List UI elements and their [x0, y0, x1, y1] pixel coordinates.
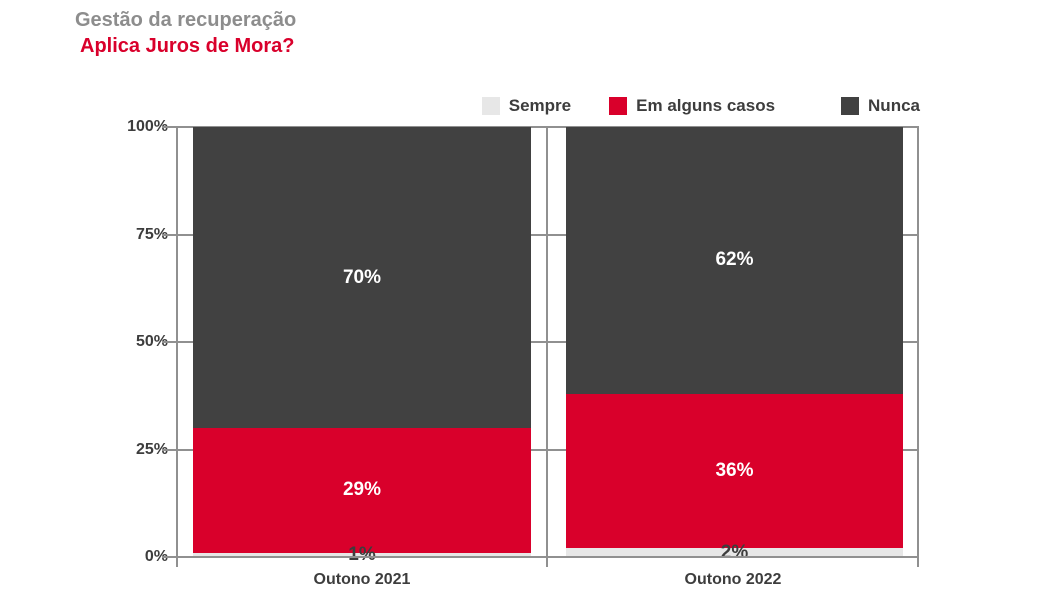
y-tick-label-50: 50%	[135, 333, 168, 350]
segment-label: 70%	[342, 266, 382, 288]
plot-area: 1% 29% 70% 2% 36% 62%	[162, 126, 919, 567]
y-tickmark-100	[162, 126, 177, 128]
legend-swatch-nunca-icon	[841, 97, 860, 115]
gridline-100	[177, 126, 919, 128]
axis-line-left	[176, 127, 178, 567]
bar-segment-em-alguns-casos-2022: 36%	[566, 393, 903, 549]
segment-label: 36%	[715, 460, 754, 481]
legend: Sempre Em alguns casos Nunca	[481, 94, 920, 118]
gridline-25	[177, 448, 919, 451]
chart-subtitle: Aplica Juros de Mora?	[80, 35, 295, 57]
gridline-0-axis	[177, 556, 919, 558]
y-tickmark-25	[162, 448, 177, 451]
y-tick-label-25: 25%	[135, 440, 168, 458]
y-tick-label-0: 0%	[144, 548, 168, 565]
x-axis: Outono 2021 Outono 2022	[177, 570, 919, 594]
legend-swatch-sempre-icon	[481, 97, 500, 115]
legend-swatch-em-alguns-casos-icon	[609, 97, 628, 115]
axis-line-right	[917, 127, 919, 567]
y-tickmark-0	[162, 556, 177, 558]
gridline-50	[177, 341, 919, 343]
legend-label-em-alguns-casos: Em alguns casos	[636, 96, 776, 115]
bar-segment-sempre-2021: 1%	[193, 544, 531, 564]
segment-label: 29%	[342, 479, 382, 501]
legend-label-sempre: Sempre	[508, 96, 572, 115]
chart-title: Gestão da recuperação	[75, 9, 297, 31]
x-category-label-2022: Outono 2022	[684, 571, 782, 588]
segment-label: 62%	[715, 249, 754, 271]
stacked-bar-outono-2021: 1% 29% 70%	[193, 127, 531, 564]
legend-label-nunca: Nunca	[868, 96, 920, 115]
panel-divider-line	[546, 127, 548, 567]
bar-segment-em-alguns-casos-2021: 29%	[193, 428, 531, 553]
legend-item-em-alguns-casos: Em alguns casos	[609, 96, 775, 116]
segment-label: 2%	[720, 541, 749, 563]
bar-segment-nunca-2021: 70%	[193, 127, 531, 429]
y-tick-label-100: 100%	[127, 118, 168, 135]
legend-item-nunca: Nunca	[841, 96, 920, 116]
gridline-75	[177, 233, 919, 236]
bar-segment-nunca-2022: 62%	[566, 127, 903, 394]
y-tickmark-75	[162, 233, 177, 236]
y-tick-label-75: 75%	[135, 225, 168, 243]
y-tickmark-50	[162, 341, 177, 343]
stacked-bar-outono-2022: 2% 36% 62%	[566, 127, 903, 562]
y-axis: 100% 75% 50% 25% 0%	[0, 118, 168, 565]
legend-item-sempre: Sempre	[481, 96, 572, 116]
x-category-label-2021: Outono 2021	[313, 571, 411, 588]
segment-label: 1%	[348, 543, 376, 565]
